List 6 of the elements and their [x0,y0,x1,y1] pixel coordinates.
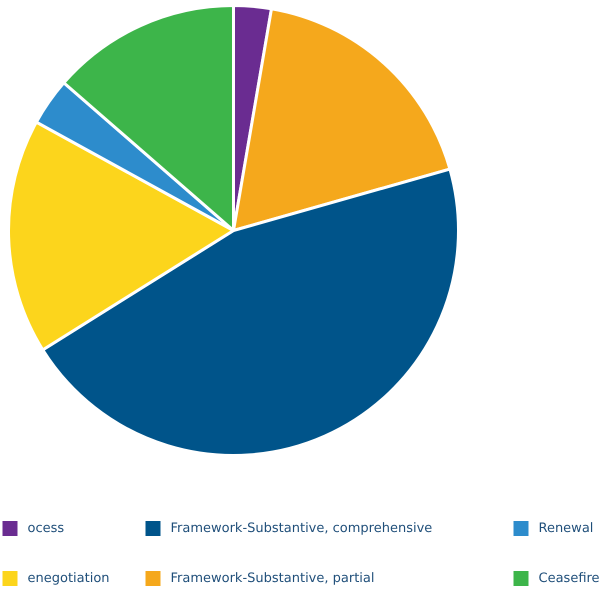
legend-label: Framework-Substantive, comprehensive [170,521,432,536]
legend-label: Renewal [538,521,594,536]
legend-label: Ceasefire [538,571,600,586]
legend-label: enegotiation [28,571,110,586]
legend-label: ocess [28,521,64,536]
legend-label: Framework-Substantive, partial [170,571,374,586]
